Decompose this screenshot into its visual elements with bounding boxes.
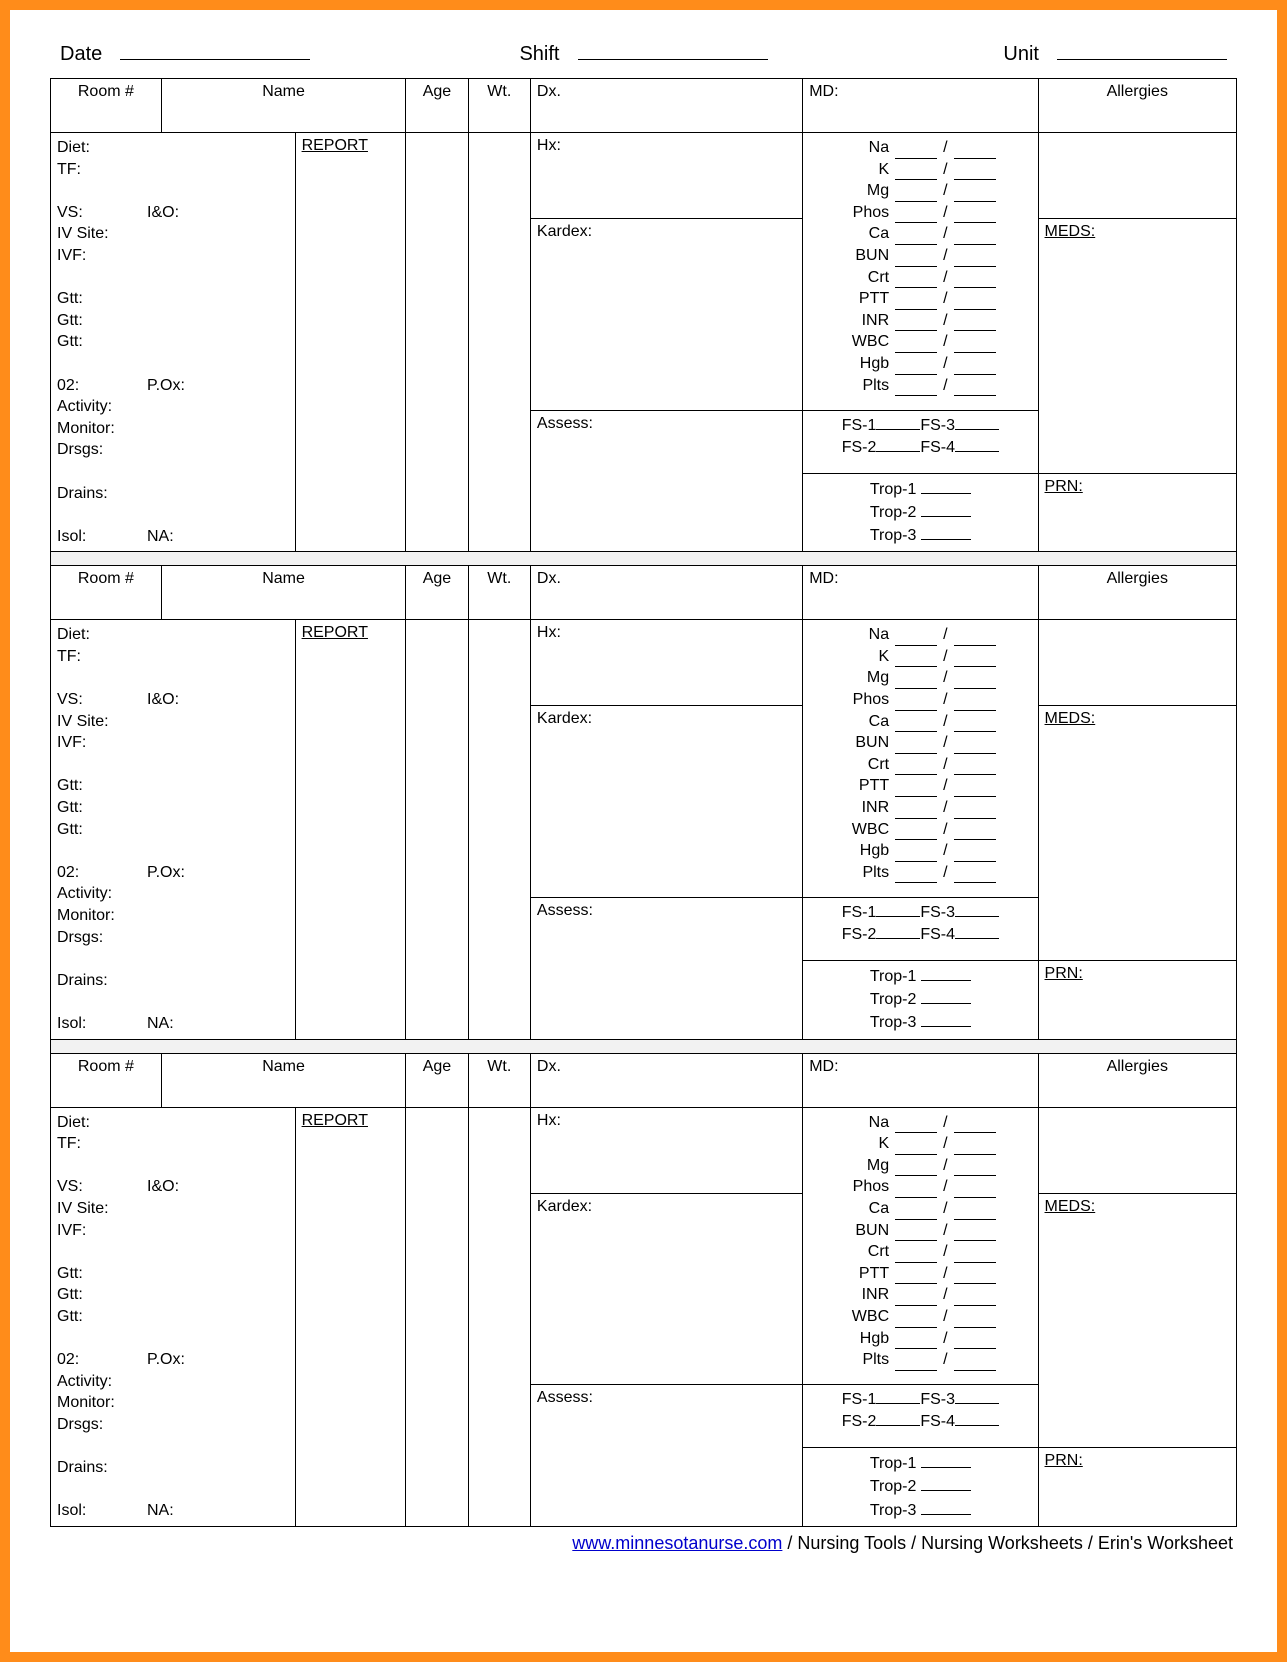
col-md: MD: (803, 79, 1038, 133)
hx-cell[interactable]: Hx: (530, 620, 802, 706)
col-dx: Dx. (530, 566, 802, 620)
separator-row (51, 1039, 1237, 1053)
hx-cell[interactable]: Hx: (530, 1107, 802, 1193)
diet-cell[interactable]: Diet:TF: VS:I&O:IV Site:IVF: Gtt:Gtt:Gtt… (51, 1107, 296, 1526)
col-wt: Wt. (468, 566, 530, 620)
kardex-cell[interactable]: Kardex: (530, 706, 802, 898)
kardex-cell[interactable]: Kardex: (530, 1193, 802, 1385)
col-name: Name (161, 1053, 406, 1107)
labs-upper-cell[interactable]: Na/K/Mg/Phos/Ca/BUN/Crt/PTT/INR/WBC/Hgb/… (803, 133, 1038, 411)
shift-label: Shift (519, 43, 559, 66)
allergies-cell[interactable] (1038, 133, 1236, 219)
fs-cell[interactable]: FS-1FS-3FS-2FS-4 (803, 897, 1038, 960)
allergies-cell[interactable] (1038, 1107, 1236, 1193)
report-cell[interactable]: REPORT (295, 1107, 406, 1526)
col-md: MD: (803, 566, 1038, 620)
col-wt: Wt. (468, 79, 530, 133)
meds-cell[interactable]: MEDS: (1038, 1193, 1236, 1448)
report-cell[interactable]: REPORT (295, 133, 406, 552)
col-allergies: Allergies (1038, 79, 1236, 133)
meds-cell[interactable]: MEDS: (1038, 706, 1236, 961)
assess-cell[interactable]: Assess: (530, 1385, 802, 1527)
col-age: Age (406, 79, 468, 133)
hx-cell[interactable]: Hx: (530, 133, 802, 219)
date-label: Date (60, 43, 102, 66)
patient-body-row: Diet:TF: VS:I&O:IV Site:IVF: Gtt:Gtt:Gtt… (51, 1107, 1237, 1193)
col-name: Name (161, 566, 406, 620)
age-cell[interactable] (406, 620, 468, 1039)
footer-link[interactable]: www.minnesotanurse.com (572, 1533, 782, 1553)
patient-header-row: Room #NameAgeWt.Dx.MD:Allergies (51, 1053, 1237, 1107)
worksheet-table: Room #NameAgeWt.Dx.MD:AllergiesDiet:TF: … (50, 78, 1237, 1527)
col-room: Room # (51, 566, 162, 620)
labs-upper-cell[interactable]: Na/K/Mg/Phos/Ca/BUN/Crt/PTT/INR/WBC/Hgb/… (803, 1107, 1038, 1385)
report-cell[interactable]: REPORT (295, 620, 406, 1039)
wt-cell[interactable] (468, 620, 530, 1039)
assess-cell[interactable]: Assess: (530, 410, 802, 552)
patient-body-row: Diet:TF: VS:I&O:IV Site:IVF: Gtt:Gtt:Gtt… (51, 620, 1237, 706)
separator-row (51, 552, 1237, 566)
prn-cell[interactable]: PRN: (1038, 473, 1236, 552)
diet-cell[interactable]: Diet:TF: VS:I&O:IV Site:IVF: Gtt:Gtt:Gtt… (51, 620, 296, 1039)
col-age: Age (406, 1053, 468, 1107)
trop-cell[interactable]: Trop-1 Trop-2 Trop-3 (803, 1448, 1038, 1527)
fs-cell[interactable]: FS-1FS-3FS-2FS-4 (803, 410, 1038, 473)
col-name: Name (161, 79, 406, 133)
col-wt: Wt. (468, 1053, 530, 1107)
wt-cell[interactable] (468, 1107, 530, 1526)
diet-cell[interactable]: Diet:TF: VS:I&O:IV Site:IVF: Gtt:Gtt:Gtt… (51, 133, 296, 552)
col-room: Room # (51, 79, 162, 133)
footer: www.minnesotanurse.com / Nursing Tools /… (50, 1527, 1237, 1554)
patient-body-row: Diet:TF: VS:I&O:IV Site:IVF: Gtt:Gtt:Gtt… (51, 133, 1237, 219)
kardex-cell[interactable]: Kardex: (530, 219, 802, 411)
top-header: Date Shift Unit (50, 40, 1237, 66)
col-dx: Dx. (530, 79, 802, 133)
labs-upper-cell[interactable]: Na/K/Mg/Phos/Ca/BUN/Crt/PTT/INR/WBC/Hgb/… (803, 620, 1038, 898)
shift-blank[interactable] (578, 40, 768, 60)
assess-cell[interactable]: Assess: (530, 897, 802, 1039)
col-allergies: Allergies (1038, 566, 1236, 620)
prn-cell[interactable]: PRN: (1038, 961, 1236, 1040)
fs-cell[interactable]: FS-1FS-3FS-2FS-4 (803, 1385, 1038, 1448)
meds-cell[interactable]: MEDS: (1038, 219, 1236, 474)
unit-label: Unit (1003, 43, 1039, 66)
trop-cell[interactable]: Trop-1 Trop-2 Trop-3 (803, 961, 1038, 1040)
col-md: MD: (803, 1053, 1038, 1107)
allergies-cell[interactable] (1038, 620, 1236, 706)
col-dx: Dx. (530, 1053, 802, 1107)
col-allergies: Allergies (1038, 1053, 1236, 1107)
footer-rest: / Nursing Tools / Nursing Worksheets / E… (782, 1533, 1233, 1553)
prn-cell[interactable]: PRN: (1038, 1448, 1236, 1527)
unit-blank[interactable] (1057, 40, 1227, 60)
col-room: Room # (51, 1053, 162, 1107)
col-age: Age (406, 566, 468, 620)
trop-cell[interactable]: Trop-1 Trop-2 Trop-3 (803, 473, 1038, 552)
age-cell[interactable] (406, 1107, 468, 1526)
wt-cell[interactable] (468, 133, 530, 552)
page-frame: Date Shift Unit Room #NameAgeWt.Dx.MD:Al… (0, 0, 1287, 1662)
date-blank[interactable] (120, 40, 310, 60)
patient-header-row: Room #NameAgeWt.Dx.MD:Allergies (51, 566, 1237, 620)
patient-header-row: Room #NameAgeWt.Dx.MD:Allergies (51, 79, 1237, 133)
age-cell[interactable] (406, 133, 468, 552)
